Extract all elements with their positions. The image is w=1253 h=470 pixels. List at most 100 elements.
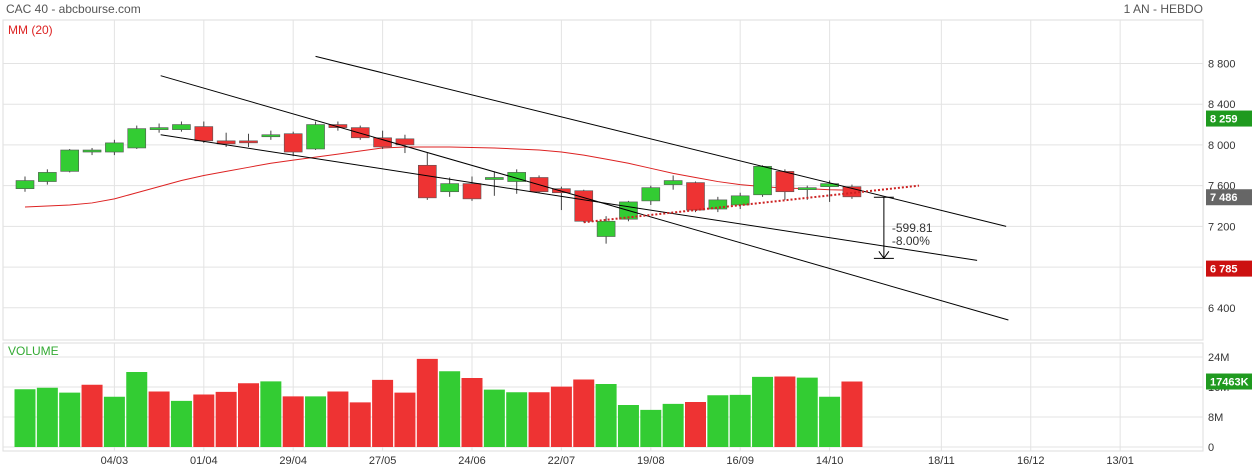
support-dotted-line: [583, 184, 920, 224]
chart-title: CAC 40 - abcbourse.com: [6, 2, 141, 16]
ma-legend: MM (20): [8, 23, 53, 37]
volume-bar: [595, 384, 617, 447]
candle-body: [462, 183, 482, 200]
price-tag-last-bg: [1206, 189, 1252, 206]
volume-bar: [305, 396, 327, 447]
volume-bar: [819, 396, 841, 447]
y-tick-label: 6 400: [1208, 303, 1236, 315]
candle-body: [105, 142, 124, 153]
candle-body: [753, 165, 772, 196]
trend-drawings: [160, 55, 1009, 321]
candle-body: [417, 164, 437, 199]
price-tag-last: 7 486: [1210, 192, 1238, 204]
volume-legend: VOLUME: [8, 344, 59, 358]
x-tick-label: 22/07: [548, 455, 576, 467]
volume-bar: [640, 409, 662, 447]
volume-bar: [439, 371, 461, 447]
volume-tick-label: 0: [1208, 442, 1214, 454]
channel-upper-line: [315, 55, 1007, 227]
volume-bar: [81, 384, 103, 447]
volume-bar: [103, 396, 125, 447]
volume-bar: [685, 402, 706, 447]
measure-arrowhead: [878, 251, 890, 260]
x-tick-label: 27/05: [369, 455, 397, 467]
candle-body: [485, 177, 504, 180]
x-tick-label: 04/03: [101, 455, 129, 467]
volume-bar: [774, 376, 796, 447]
volume-bar: [282, 396, 304, 447]
candle-body: [194, 126, 214, 142]
candle-body: [328, 124, 348, 128]
y-tick-label: 8 400: [1208, 99, 1236, 111]
candle-body: [38, 172, 57, 182]
volume-bar: [483, 389, 505, 447]
volume-bar: [752, 376, 774, 447]
volume-bar: [841, 381, 863, 447]
candle-body: [216, 140, 236, 145]
candle-body: [15, 180, 35, 189]
volume-bar: [550, 386, 572, 447]
volume-bar: [260, 381, 282, 447]
measure-points: -599.81: [892, 221, 933, 235]
candle-body: [797, 187, 817, 190]
price-panel: [2, 19, 1204, 341]
volume-bar: [349, 402, 371, 447]
volume-bar: [729, 394, 751, 447]
x-tick-label: 19/08: [637, 455, 665, 467]
channel-lower-line: [160, 75, 1009, 321]
volume-bar: [59, 392, 81, 447]
x-tick-label: 01/04: [190, 455, 218, 467]
volume-bar: [215, 391, 237, 447]
price-tags: 8 259 7 486 6 785 17463K: [1206, 110, 1252, 390]
volume-bar: [506, 392, 528, 447]
candle-body: [686, 182, 705, 211]
candle-body: [395, 138, 415, 146]
volume-bar: [528, 392, 550, 447]
x-tick-label: 13/01: [1106, 455, 1134, 467]
volume-bar: [193, 394, 215, 447]
volume-bar: [14, 389, 36, 447]
candle-body: [283, 133, 303, 153]
candle-body: [127, 128, 147, 149]
volume-bar: [707, 395, 729, 447]
price-tag-low-bg: [1206, 260, 1252, 277]
candle-body: [708, 199, 728, 210]
x-tick-label: 16/09: [726, 455, 754, 467]
candle-body: [663, 180, 683, 185]
measure-percent: -8.00%: [892, 234, 930, 248]
moving-average-series: [24, 146, 852, 208]
measure-annotation: -599.81 -8.00%: [892, 221, 933, 248]
volume-tag: 17463K: [1210, 377, 1249, 389]
volume-bar: [416, 358, 438, 447]
volume-bar: [36, 387, 58, 447]
y-tick-label: 7 200: [1208, 221, 1236, 233]
candle-body: [172, 124, 191, 130]
volume-tick-label: 24M: [1208, 352, 1229, 364]
candle-body: [239, 140, 258, 144]
price-tag-high-bg: [1206, 110, 1252, 127]
candle-body: [574, 190, 594, 222]
volume-bar: [617, 405, 639, 447]
candle-body: [641, 187, 661, 202]
candle-body: [261, 134, 281, 138]
candle-body: [440, 183, 459, 193]
candle-body: [60, 149, 80, 172]
ma-line: [24, 146, 852, 208]
candle-body: [842, 186, 862, 198]
candle-body: [306, 124, 325, 150]
candle-body: [596, 220, 616, 237]
volume-bar: [372, 379, 394, 447]
price-tag-low: 6 785: [1210, 264, 1238, 276]
volume-bar: [394, 392, 416, 447]
x-tick-label: 14/10: [816, 455, 844, 467]
x-tick-label: 18/11: [928, 455, 955, 467]
period-label[interactable]: 1 AN - HEBDO: [1124, 2, 1203, 16]
x-tick-label: 24/06: [458, 455, 486, 467]
volume-bar: [126, 372, 148, 447]
volume-bar: [170, 400, 192, 447]
volume-bar: [573, 379, 595, 447]
volume-bar: [796, 377, 818, 447]
y-tick-label: 8 000: [1208, 140, 1236, 152]
candle-body: [82, 149, 102, 153]
